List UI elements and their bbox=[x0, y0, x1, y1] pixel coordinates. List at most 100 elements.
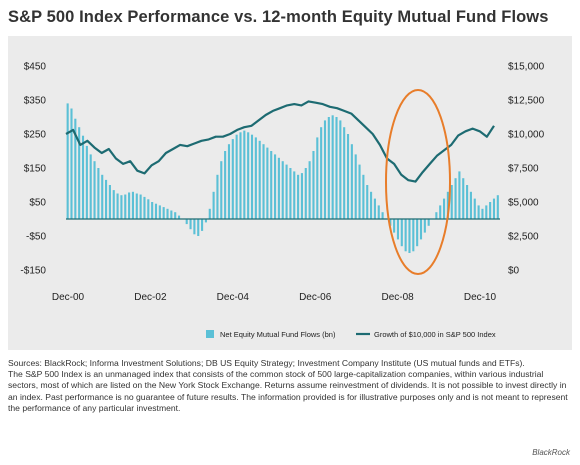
flow-bar bbox=[469, 191, 472, 219]
flow-bar bbox=[135, 193, 138, 219]
flow-bar bbox=[124, 194, 127, 219]
flow-bar bbox=[293, 171, 296, 219]
flow-bar bbox=[485, 205, 488, 219]
flow-bar bbox=[458, 171, 461, 219]
flow-bar bbox=[212, 191, 215, 219]
flow-bar bbox=[81, 135, 85, 219]
footnotes: Sources: BlackRock; Informa Investment S… bbox=[8, 358, 574, 414]
legend-bar-swatch bbox=[206, 330, 214, 338]
flow-bar bbox=[316, 137, 319, 219]
flow-bar bbox=[177, 215, 181, 219]
flow-bar bbox=[185, 219, 188, 225]
flow-bar bbox=[419, 219, 423, 240]
flow-bar bbox=[101, 174, 104, 219]
flow-bar bbox=[331, 115, 334, 219]
flow-bar bbox=[277, 157, 280, 219]
flow-bar bbox=[128, 192, 131, 219]
flow-bar bbox=[450, 185, 453, 219]
flow-bar bbox=[400, 219, 403, 247]
flow-bar bbox=[350, 144, 353, 219]
left-axis-tick: $250 bbox=[24, 130, 47, 141]
left-axis-tick: -$50 bbox=[26, 232, 46, 243]
flow-bar bbox=[243, 130, 246, 219]
x-axis-tick: Dec-08 bbox=[381, 292, 414, 303]
flow-bar bbox=[377, 205, 380, 219]
flow-bar bbox=[151, 202, 154, 219]
flow-bar bbox=[370, 191, 373, 219]
flow-bar bbox=[247, 132, 250, 219]
flow-bar bbox=[250, 134, 254, 219]
flow-bar bbox=[297, 174, 300, 219]
flow-bar bbox=[489, 202, 492, 219]
right-axis-tick: $15,000 bbox=[508, 62, 545, 73]
legend-bar-label: Net Equity Mutual Fund Flows (bn) bbox=[220, 330, 336, 339]
flow-bar bbox=[208, 208, 211, 219]
x-axis-tick: Dec-02 bbox=[134, 292, 167, 303]
flow-bar bbox=[335, 117, 338, 219]
disclaimer: The S&P 500 Index is an unmanaged index … bbox=[8, 369, 568, 413]
flow-bar bbox=[89, 154, 92, 219]
flow-bar bbox=[496, 195, 499, 219]
flow-bar bbox=[85, 145, 88, 219]
x-axis-tick: Dec-00 bbox=[52, 292, 85, 303]
flow-bar bbox=[193, 219, 196, 235]
x-axis-tick: Dec-06 bbox=[299, 292, 332, 303]
flow-bar bbox=[281, 161, 284, 219]
flow-bar bbox=[327, 117, 330, 219]
flow-bar bbox=[362, 174, 365, 219]
flow-bar bbox=[393, 219, 396, 233]
flow-bar bbox=[389, 219, 392, 226]
x-axis-tick: Dec-04 bbox=[217, 292, 250, 303]
flow-bar bbox=[346, 134, 350, 219]
flow-bar bbox=[216, 174, 219, 219]
legend-line-label: Growth of $10,000 in S&P 500 Index bbox=[374, 330, 496, 339]
left-axis-tick: $350 bbox=[24, 96, 47, 107]
flow-bar bbox=[274, 154, 277, 219]
flow-bar bbox=[204, 219, 207, 223]
flow-bar bbox=[220, 161, 223, 219]
flow-bar bbox=[404, 219, 407, 252]
flow-bar bbox=[254, 137, 257, 219]
chart-panel: $450 $350 $250 $150 $50 -$50 -$150 $15,000 $12,… bbox=[8, 36, 572, 350]
flow-bar bbox=[78, 127, 81, 219]
left-axis-tick: $150 bbox=[24, 164, 47, 175]
flow-bar bbox=[477, 205, 480, 219]
flow-bar bbox=[446, 191, 449, 219]
right-axis-tick: $7,500 bbox=[508, 164, 539, 175]
flow-bar bbox=[174, 212, 177, 219]
flow-bar bbox=[158, 205, 161, 219]
flow-bar bbox=[227, 144, 231, 219]
flow-bar bbox=[154, 203, 158, 219]
right-axis-tick: $2,500 bbox=[508, 232, 539, 243]
flow-bar bbox=[396, 219, 400, 240]
flow-bar bbox=[312, 151, 315, 219]
highlight-ellipse bbox=[385, 89, 451, 275]
x-axis-tick: Dec-10 bbox=[464, 292, 497, 303]
flow-bar bbox=[105, 179, 108, 219]
left-axis-tick: $50 bbox=[29, 198, 46, 209]
sources-line: Sources: BlackRock; Informa Investment S… bbox=[8, 358, 525, 368]
right-axis-tick: $0 bbox=[508, 266, 520, 277]
flow-bar bbox=[262, 144, 265, 219]
flow-bar bbox=[412, 219, 415, 252]
flow-bar bbox=[108, 185, 111, 219]
flow-bar bbox=[358, 164, 361, 219]
brand-label: BlackRock bbox=[532, 448, 570, 457]
right-axis-tick: $5,000 bbox=[508, 198, 539, 209]
flow-bar bbox=[131, 191, 134, 219]
flow-bar bbox=[239, 132, 242, 219]
flow-bar bbox=[224, 151, 227, 219]
flow-bar bbox=[473, 198, 476, 219]
flow-bar bbox=[308, 161, 311, 219]
flow-bar bbox=[373, 198, 376, 219]
right-axis-tick: $10,000 bbox=[508, 130, 545, 141]
flow-bar bbox=[439, 205, 442, 219]
flow-bar bbox=[481, 208, 484, 219]
flow-bar bbox=[289, 168, 292, 219]
flow-bar bbox=[143, 196, 146, 219]
flow-bar bbox=[235, 134, 238, 219]
flow-bar bbox=[381, 212, 384, 219]
left-axis-tick: -$150 bbox=[20, 266, 46, 277]
flow-bar bbox=[435, 212, 438, 219]
flow-bar bbox=[258, 140, 261, 219]
